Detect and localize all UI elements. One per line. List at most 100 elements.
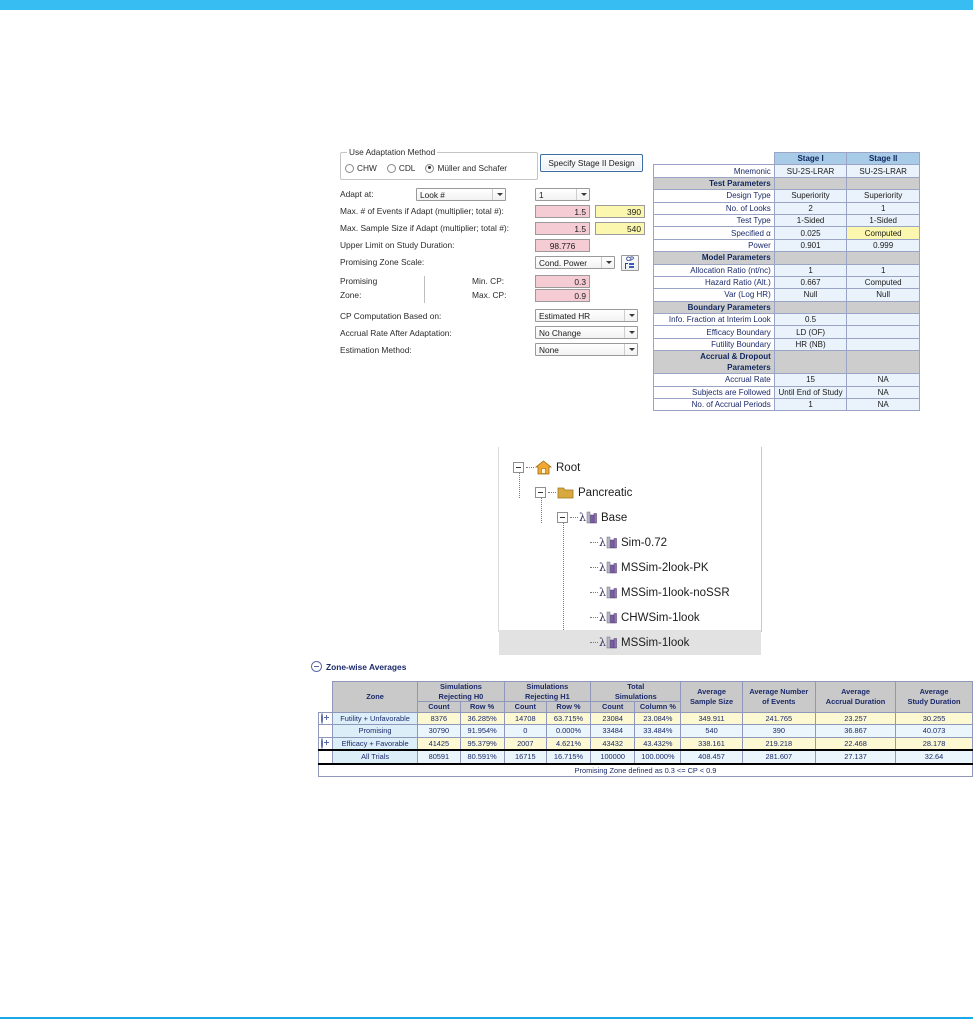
table-row: Subjects are Followed Until End of Study N… bbox=[653, 385, 920, 400]
design-section-label: Model Parameters bbox=[653, 251, 775, 265]
design-section-label: Accrual & Dropout Parameters bbox=[653, 350, 775, 375]
expand-icon[interactable] bbox=[321, 712, 323, 724]
lambda-chart-icon: λ bbox=[599, 535, 617, 550]
chevron-down-box bbox=[624, 327, 637, 338]
specify-stage-2-design-button[interactable]: Specify Stage II Design bbox=[540, 154, 643, 172]
avg-num-events-header: Average Number of Events bbox=[741, 681, 817, 713]
max-events-multiplier-input[interactable]: 1.5 bbox=[535, 205, 590, 218]
tree-item-mssim-2look-pk[interactable]: λ MSSim-2look-PK bbox=[579, 555, 709, 580]
cell-avg-events: 281.607 bbox=[741, 749, 817, 764]
design-row-label: Power bbox=[653, 238, 775, 253]
min-cp-input[interactable]: 0.3 bbox=[535, 275, 590, 288]
zone-wise-averages-header[interactable]: Zone-wise Averages bbox=[311, 661, 406, 672]
design-row-stage1: 0.901 bbox=[773, 238, 848, 253]
cell-h1-count: 0 bbox=[503, 724, 547, 738]
cell-h0-count: 30790 bbox=[417, 724, 461, 738]
max-cp-input[interactable]: 0.9 bbox=[535, 289, 590, 302]
max-sample-multiplier-input[interactable]: 1.5 bbox=[535, 222, 590, 235]
cp-computation-select[interactable]: Estimated HR bbox=[535, 309, 638, 322]
tree-item-pancreatic[interactable]: Pancreatic bbox=[535, 480, 632, 505]
max-cp-label: Max. CP: bbox=[472, 290, 507, 300]
cp-chart-button[interactable]: CP bbox=[621, 255, 639, 271]
design-row-stage2 bbox=[846, 337, 920, 352]
radio-cdl[interactable]: CDL bbox=[386, 163, 415, 173]
tree-item-mssim-1look-nossr[interactable]: λ MSSim-1look-noSSR bbox=[579, 580, 730, 605]
radio-chw-label: CHW bbox=[357, 163, 377, 173]
upper-limit-label: Upper Limit on Study Duration: bbox=[340, 240, 455, 250]
design-section-blank bbox=[846, 300, 920, 315]
design-row-label: Allocation Ratio (nt/nc) bbox=[653, 263, 775, 277]
tree-expander-icon[interactable] bbox=[557, 512, 568, 523]
radio-muller-schafer-label: Müller and Schafer bbox=[437, 163, 508, 173]
adapt-at-select[interactable]: Look # bbox=[416, 188, 506, 201]
svg-text:λ: λ bbox=[599, 586, 606, 599]
tree-item-label: Sim-0.72 bbox=[621, 536, 668, 549]
tree-item-label: Root bbox=[556, 461, 581, 474]
zone-expand-cell[interactable] bbox=[318, 711, 333, 725]
cell-avg-study: 40.073 bbox=[895, 724, 973, 738]
tree-item-chwsim-1look[interactable]: λ CHWSim-1look bbox=[579, 605, 700, 630]
design-row-stage1: 2 bbox=[773, 201, 848, 215]
adapt-at-row: Adapt at: Look # 1 bbox=[340, 188, 645, 203]
tree-expander-icon[interactable] bbox=[535, 487, 546, 498]
tree-item-label: MSSim-1look-noSSR bbox=[621, 586, 730, 599]
max-sample-size-label: Max. Sample Size if Adapt (multiplier; t… bbox=[340, 223, 509, 233]
radio-chw[interactable]: CHW bbox=[345, 163, 377, 173]
max-events-row: Max. # of Events if Adapt (multiplier; t… bbox=[340, 205, 645, 220]
adapt-at-look-select[interactable]: 1 bbox=[535, 188, 590, 201]
radio-muller-schafer[interactable]: Müller and Schafer bbox=[425, 163, 507, 173]
table-row: Allocation Ratio (nt/nc) 1 1 bbox=[653, 263, 920, 277]
radio-dot-icon bbox=[345, 163, 354, 173]
max-events-total-input[interactable]: 390 bbox=[595, 205, 645, 218]
tree-item-mssim-1look[interactable]: λ MSSim-1look bbox=[499, 630, 761, 655]
promising-zone-scale-select[interactable]: Cond. Power bbox=[535, 256, 615, 269]
design-section-label: Test Parameters bbox=[653, 176, 775, 191]
radio-dot-selected-icon bbox=[425, 163, 435, 173]
lambda-chart-icon: λ bbox=[579, 510, 597, 525]
table-row: Efficacy + Favorable 41425 95.379% 2007 4.62… bbox=[318, 736, 973, 751]
design-row-stage2 bbox=[846, 313, 920, 327]
cp-bar1-icon bbox=[629, 262, 634, 265]
zone-expand-cell[interactable] bbox=[318, 736, 333, 751]
design-col-stage2: Stage II bbox=[846, 151, 920, 166]
design-row-stage2: 0.999 bbox=[846, 238, 920, 253]
cell-avg-events: 390 bbox=[741, 724, 817, 738]
max-sample-total-input[interactable]: 540 bbox=[595, 222, 645, 235]
table-subheader-row: Count Row % Count Row % Count Column % bbox=[319, 701, 973, 713]
design-row-label: Futility Boundary bbox=[653, 337, 775, 352]
tree-connector-dots bbox=[590, 541, 598, 544]
design-section-blank bbox=[846, 176, 920, 191]
table-section-row: Test Parameters bbox=[653, 176, 920, 191]
expand-icon[interactable] bbox=[321, 737, 323, 749]
cell-tot-count: 33484 bbox=[590, 724, 636, 738]
upper-limit-input[interactable]: 98.776 bbox=[535, 239, 590, 252]
folder-icon bbox=[557, 486, 574, 499]
tree-item-root[interactable]: Root bbox=[513, 455, 580, 480]
cell-h0-row: 95.379% bbox=[459, 736, 505, 751]
adaptation-method-radio-group: CHW CDL Müller and Schafer bbox=[345, 163, 535, 173]
sim-reject-h1-header: Simulations Rejecting H1 bbox=[503, 681, 592, 702]
chevron-down-icon bbox=[629, 348, 635, 351]
promising-zone-block: Promising Zone: Min. CP: Max. CP: 0.3 0.… bbox=[340, 275, 645, 306]
estimation-method-row: Estimation Method: None bbox=[340, 343, 645, 359]
design-row-stage2: Superiority bbox=[846, 189, 920, 203]
tree-item-base[interactable]: λ Base bbox=[557, 505, 627, 530]
chevron-down-icon bbox=[606, 261, 612, 264]
tree-expander-icon[interactable] bbox=[513, 462, 524, 473]
design-row-stage1: 1-Sided bbox=[773, 213, 848, 228]
collapse-icon[interactable] bbox=[311, 661, 322, 672]
accrual-rate-select[interactable]: No Change bbox=[535, 326, 638, 339]
design-summary-table: Stage I Stage II Mnemonic SU-2S-LRAR SU-2S-L… bbox=[653, 151, 920, 412]
project-tree-panel[interactable]: Root Pancreatic λ Base λ Sim-0.72 λ MSSim-2look… bbox=[498, 447, 762, 655]
design-row-stage1: 0.025 bbox=[773, 226, 848, 240]
tree-item-sim-0-72[interactable]: λ Sim-0.72 bbox=[579, 530, 667, 555]
estimation-method-select[interactable]: None bbox=[535, 343, 638, 356]
tree-connector bbox=[519, 473, 520, 498]
cell-avg-ss: 408.457 bbox=[680, 749, 743, 764]
design-row-label: Var (Log HR) bbox=[653, 288, 775, 302]
design-row-label: Subjects are Followed bbox=[653, 385, 775, 400]
zone-subheader-0: Count bbox=[417, 701, 461, 713]
cell-h0-row: 80.591% bbox=[459, 749, 505, 764]
zone-label: Promising bbox=[331, 724, 419, 738]
design-row-stage1: SU-2S-LRAR bbox=[773, 164, 848, 178]
